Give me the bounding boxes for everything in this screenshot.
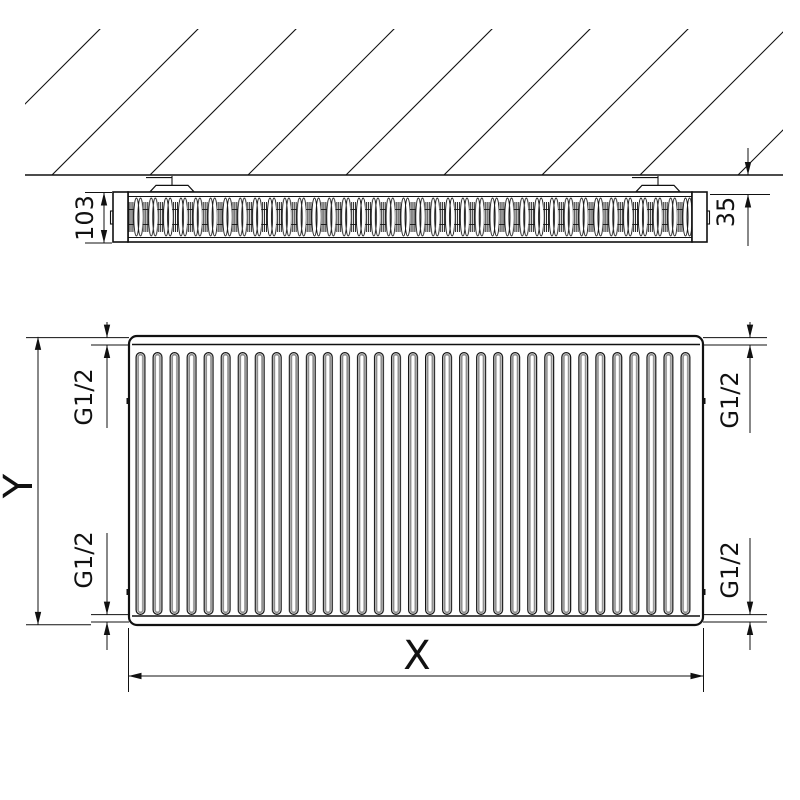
hatch-line [345, 29, 493, 175]
dimension-wall-distance: 35 [710, 148, 770, 246]
dimension-height: Y [0, 336, 91, 626]
mounting-bracket-left [146, 176, 196, 193]
dimension-connection-top-right: G1/2 [716, 322, 754, 433]
hatch-line [639, 31, 783, 175]
end-plug-left [109, 210, 114, 225]
dimension-depth: 103 [71, 192, 112, 244]
connection-label-top-right: G1/2 [716, 371, 744, 428]
arrowhead-down [746, 601, 754, 615]
dimension-connection-bottom-left: G1/2 [70, 531, 111, 650]
arrowhead-up [34, 336, 42, 350]
arrowhead-down [103, 324, 111, 338]
end-plug-right [706, 210, 711, 225]
arrowhead-down [34, 611, 42, 625]
connection-label-bottom-left: G1/2 [70, 531, 98, 588]
arrowhead-up [100, 192, 108, 206]
dim-depth-label: 103 [71, 195, 99, 241]
side-tab-left-upper [126, 398, 130, 404]
connection-label-bottom-right: G1/2 [716, 541, 744, 598]
arrowhead-left [128, 672, 142, 680]
arrowhead-down [744, 162, 752, 175]
connection-stub-bottom-right [703, 614, 767, 623]
arrowhead-right [690, 672, 704, 680]
side-tab-left-lower [126, 589, 130, 595]
arrowhead-down [746, 324, 754, 338]
arrowhead-down [100, 230, 108, 243]
radiator-top-view [109, 176, 711, 243]
dimension-connection-bottom-right: G1/2 [716, 538, 754, 650]
dimension-width: X [128, 628, 704, 692]
dim-height-label: Y [0, 473, 42, 499]
arrowhead-up [103, 345, 111, 358]
wall-hatching [25, 29, 783, 175]
arrowhead-down [103, 601, 111, 615]
connection-stub-top-right [703, 337, 767, 346]
hatch-line [541, 29, 689, 175]
arrowhead-up [746, 622, 754, 635]
hatch-line [51, 29, 199, 175]
side-tab-right-upper [702, 398, 706, 404]
connection-stub-bottom-left [91, 614, 129, 623]
convector-fin-pattern [128, 197, 692, 237]
dim-width-label: X [403, 633, 430, 679]
corrugation-slots [135, 352, 698, 615]
mounting-bracket-right [632, 176, 682, 193]
arrowhead-up [746, 345, 754, 358]
arrowhead-up [103, 622, 111, 635]
hatch-line [247, 29, 395, 175]
dim-wall-distance-label: 35 [712, 197, 740, 228]
wall-section [25, 29, 783, 176]
end-cap-right [691, 191, 708, 243]
connection-label-top-left: G1/2 [70, 368, 98, 425]
hatch-line [443, 29, 591, 175]
end-cap-left [112, 191, 129, 243]
connection-stub-top-left [91, 337, 129, 346]
hatch-line [737, 129, 783, 175]
hatch-line [149, 29, 297, 175]
radiator-front-view [91, 334, 767, 627]
hatch-line [25, 29, 101, 105]
arrowhead-up [744, 194, 752, 208]
side-tab-right-lower [702, 589, 706, 595]
dimension-connection-top-left: G1/2 [70, 322, 111, 428]
